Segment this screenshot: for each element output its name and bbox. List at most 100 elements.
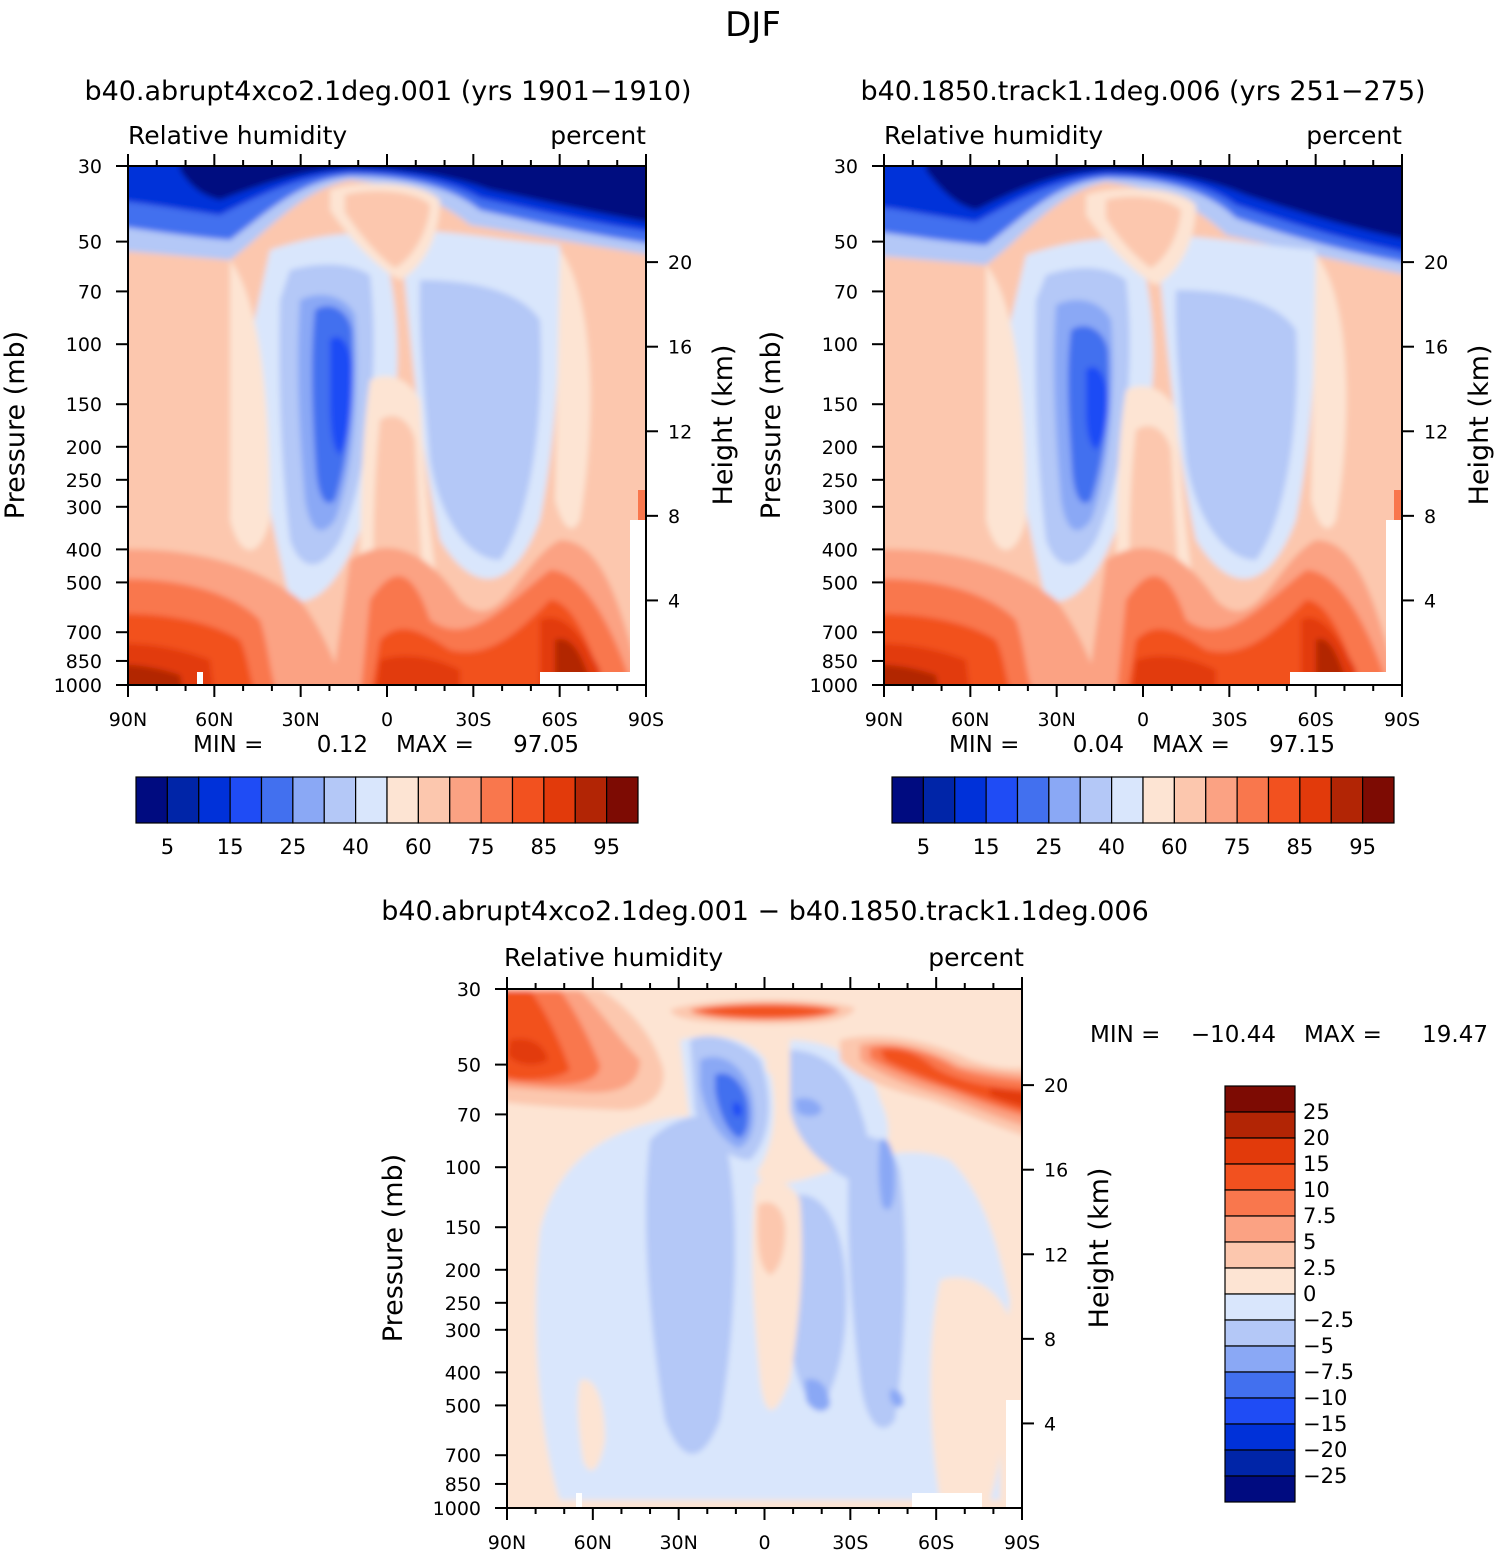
colorbar-swatch [355, 776, 388, 824]
x-tick-label: 30N [659, 1532, 697, 1554]
colorbar-label: 5 [161, 835, 174, 859]
colorbar-swatch [1173, 776, 1207, 824]
colorbar-label: 5 [1303, 1230, 1316, 1254]
y-tick-label: 70 [834, 281, 858, 303]
x-tick-label: 90N [488, 1532, 526, 1554]
y-tick-label: 30 [457, 979, 481, 1001]
y-tick-label: 150 [822, 394, 858, 416]
colorbar-swatch [606, 776, 639, 824]
colorbar-swatch [985, 776, 1019, 824]
colorbar-label: −2.5 [1303, 1308, 1354, 1332]
y-tick-label: 850 [445, 1474, 481, 1496]
colorbar-label: 95 [1349, 835, 1376, 859]
colorbar-label: 15 [973, 835, 1000, 859]
y-tick-label: 50 [78, 232, 102, 254]
panel-a-y2label: Height (km) [708, 345, 739, 506]
y-tick-label: 300 [822, 497, 858, 519]
x-tick-label: 0 [758, 1532, 770, 1554]
colorbar-label: −15 [1303, 1412, 1347, 1436]
colorbar-swatch [1079, 776, 1113, 824]
y2-tick-label: 12 [668, 421, 692, 443]
y-tick-label: 100 [66, 334, 102, 356]
y-tick-label: 500 [822, 572, 858, 594]
panel-c-min-value: −10.44 [1191, 1022, 1276, 1048]
page-title: DJF [725, 5, 781, 45]
colorbar-label: 60 [405, 835, 432, 859]
colorbar-swatch [386, 776, 419, 824]
colorbar-swatch [1048, 776, 1081, 824]
y2-tick-label: 4 [1044, 1413, 1056, 1435]
y-tick-label: 400 [822, 539, 858, 561]
colorbar-label: 85 [531, 835, 558, 859]
colorbar-swatch [1016, 776, 1050, 824]
colorbar-swatch [543, 776, 576, 824]
colorbar-swatch [1224, 1267, 1296, 1295]
y2-tick-label: 20 [1044, 1075, 1068, 1097]
y2-tick-label: 16 [1424, 337, 1448, 359]
colorbar-swatch [135, 776, 168, 824]
colorbar-label: 2.5 [1303, 1256, 1336, 1280]
panel-a-title: b40.abrupt4xco2.1deg.001 (yrs 1901−1910) [84, 76, 691, 107]
panel-c-y2label: Height (km) [1084, 1168, 1115, 1329]
colorbar-label: 25 [1303, 1100, 1330, 1124]
y2-tick-label: 8 [668, 506, 680, 528]
colorbar-swatch [229, 776, 263, 824]
colorbar-label: 85 [1287, 835, 1314, 859]
x-tick-label: 60S [1298, 709, 1334, 731]
colorbar-label: −7.5 [1303, 1360, 1354, 1384]
colorbar-swatch [198, 776, 231, 824]
y2-tick-label: 4 [668, 590, 680, 612]
colorbar-label: 25 [1036, 835, 1063, 859]
y2-tick-label: 16 [668, 337, 692, 359]
panel-a-left-subtitle: Relative humidity [128, 121, 347, 150]
panel-c-max-value: 19.47 [1422, 1022, 1488, 1048]
panel-c-right-subtitle: percent [928, 943, 1024, 972]
x-tick-label: 60S [542, 709, 578, 731]
y2-tick-label: 12 [1044, 1244, 1068, 1266]
panel-control-4xco2: b40.abrupt4xco2.1deg.001 (yrs 1901−1910)… [0, 76, 739, 859]
panel-c-ylabel: Pressure (mb) [378, 1154, 409, 1342]
colorbar-swatch [1362, 776, 1395, 824]
y-tick-label: 300 [445, 1320, 481, 1342]
panel-difference: b40.abrupt4xco2.1deg.001 − b40.1850.trac… [378, 896, 1488, 1554]
y-tick-label: 70 [457, 1104, 481, 1126]
colorbar-swatch [1224, 1111, 1296, 1139]
y-tick-label: 700 [822, 622, 858, 644]
y-tick-label: 1000 [433, 1498, 481, 1520]
panel-b-left-subtitle: Relative humidity [884, 121, 1103, 150]
panel-a-max-label: MAX = [396, 732, 474, 758]
colorbar-swatch [1224, 1085, 1296, 1113]
panel-b-right-subtitle: percent [1306, 121, 1402, 150]
x-tick-label: 30S [455, 709, 491, 731]
panel-b-min-label: MIN = [949, 732, 1019, 758]
y2-tick-label: 8 [1044, 1329, 1056, 1351]
x-tick-label: 90N [109, 709, 147, 731]
x-tick-label: 90S [628, 709, 664, 731]
colorbar-swatch [1267, 776, 1301, 824]
colorbar-label: 75 [468, 835, 495, 859]
colorbar-swatch [1236, 776, 1270, 824]
panel-a-right-subtitle: percent [550, 121, 646, 150]
y-tick-label: 250 [66, 470, 102, 492]
x-tick-label: 30S [1211, 709, 1247, 731]
colorbar-swatch [511, 776, 545, 824]
y2-tick-label: 20 [1424, 252, 1448, 274]
y-tick-label: 150 [66, 394, 102, 416]
y-tick-label: 100 [822, 334, 858, 356]
colorbar-label: −10 [1303, 1386, 1347, 1410]
colorbar-label: 60 [1161, 835, 1188, 859]
colorbar-swatch [417, 776, 451, 824]
colorbar-label: −25 [1303, 1464, 1347, 1488]
x-tick-label: 60N [574, 1532, 612, 1554]
colorbar-swatch [323, 776, 357, 824]
colorbar-swatch [1224, 1371, 1296, 1399]
x-tick-label: 30N [1037, 709, 1075, 731]
x-tick-label: 30S [832, 1532, 868, 1554]
panel-b-ylabel: Pressure (mb) [756, 331, 787, 519]
panel-a-min-value: 0.12 [317, 732, 368, 758]
colorbar-swatch [1205, 776, 1238, 824]
colorbar-label: 95 [593, 835, 620, 859]
x-tick-label: 0 [1137, 709, 1149, 731]
